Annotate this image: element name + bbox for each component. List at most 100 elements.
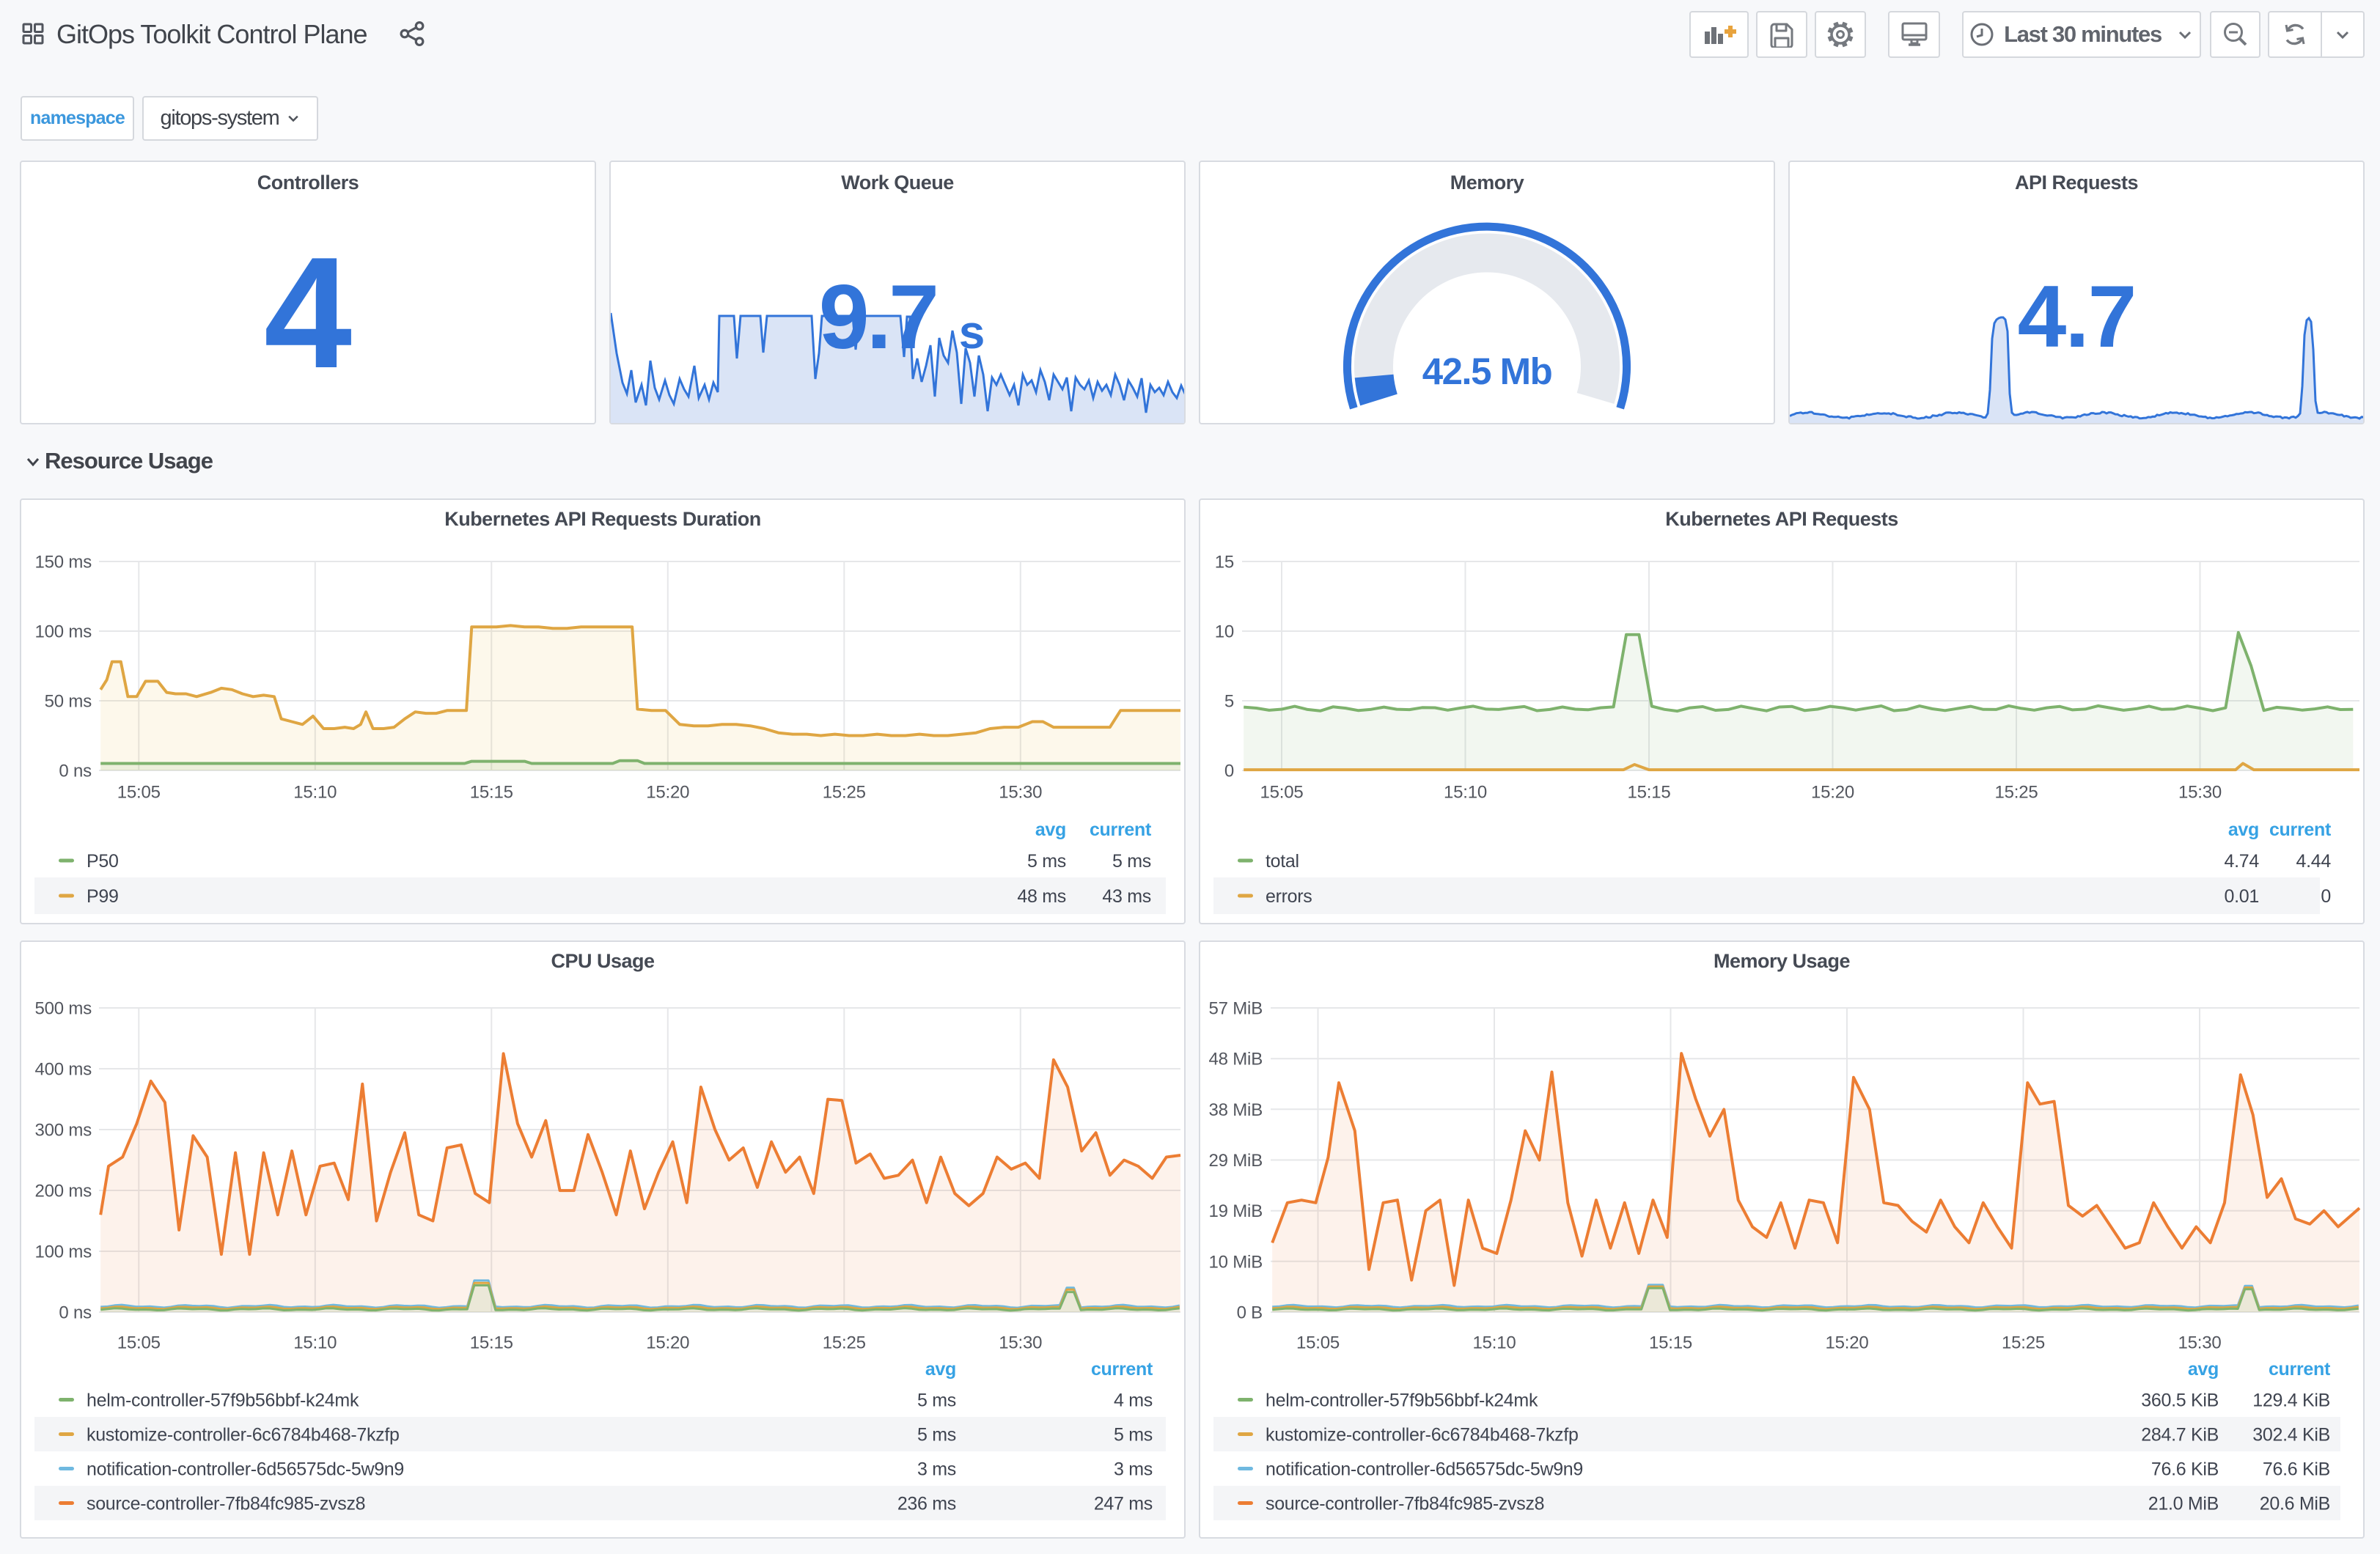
svg-text:5 ms: 5 ms — [917, 1425, 956, 1446]
svg-text:15:30: 15:30 — [999, 1333, 1042, 1353]
svg-text:kustomize-controller-6c6784b46: kustomize-controller-6c6784b468-7kzfp — [1266, 1425, 1579, 1446]
svg-text:15:20: 15:20 — [646, 783, 689, 803]
svg-text:236 ms: 236 ms — [897, 1494, 956, 1514]
svg-text:48 ms: 48 ms — [1017, 886, 1066, 907]
svg-text:4: 4 — [264, 224, 352, 401]
svg-text:current: current — [1090, 820, 1152, 840]
svg-text:15:30: 15:30 — [2178, 1333, 2221, 1353]
svg-text:42.5 Mb: 42.5 Mb — [1422, 350, 1552, 392]
svg-text:15:20: 15:20 — [646, 1333, 689, 1353]
svg-text:source-controller-7fb84fc985-z: source-controller-7fb84fc985-zvsz8 — [1266, 1494, 1544, 1514]
svg-text:P99: P99 — [87, 886, 119, 907]
svg-text:current: current — [2269, 820, 2332, 840]
svg-text:29 MiB: 29 MiB — [1209, 1151, 1263, 1171]
svg-text:0 B: 0 B — [1237, 1303, 1263, 1323]
svg-text:15:15: 15:15 — [1649, 1333, 1692, 1353]
svg-text:9.7 s: 9.7 s — [819, 267, 985, 368]
svg-text:15:10: 15:10 — [293, 1333, 337, 1353]
svg-text:15:05: 15:05 — [117, 1333, 161, 1353]
svg-text:P50: P50 — [87, 851, 119, 872]
svg-text:15:10: 15:10 — [1444, 783, 1487, 803]
svg-text:4 ms: 4 ms — [1114, 1391, 1153, 1411]
svg-text:5 ms: 5 ms — [1027, 851, 1066, 872]
svg-text:247 ms: 247 ms — [1094, 1494, 1153, 1514]
svg-text:0.01: 0.01 — [2225, 886, 2259, 907]
svg-text:current: current — [1091, 1359, 1153, 1380]
svg-text:15:05: 15:05 — [1260, 783, 1303, 803]
svg-text:avg: avg — [925, 1359, 956, 1380]
svg-text:15:15: 15:15 — [470, 783, 513, 803]
svg-text:20.6 MiB: 20.6 MiB — [2260, 1494, 2330, 1514]
svg-text:57 MiB: 57 MiB — [1209, 999, 1263, 1019]
svg-text:3 ms: 3 ms — [917, 1459, 956, 1480]
svg-text:Controllers: Controllers — [257, 172, 359, 194]
svg-text:50 ms: 50 ms — [45, 692, 92, 712]
svg-text:48 MiB: 48 MiB — [1209, 1050, 1263, 1069]
svg-text:15:05: 15:05 — [117, 783, 161, 803]
svg-text:100 ms: 100 ms — [34, 622, 92, 642]
svg-text:300 ms: 300 ms — [34, 1121, 92, 1141]
svg-text:43 ms: 43 ms — [1102, 886, 1151, 907]
svg-text:15:25: 15:25 — [2002, 1333, 2045, 1353]
svg-text:5 ms: 5 ms — [917, 1391, 956, 1411]
svg-text:0 ns: 0 ns — [59, 762, 92, 781]
svg-text:4.74: 4.74 — [2225, 851, 2260, 872]
svg-text:avg: avg — [2228, 820, 2259, 840]
svg-text:38 MiB: 38 MiB — [1209, 1100, 1263, 1120]
svg-text:15:20: 15:20 — [1825, 1333, 1868, 1353]
svg-text:200 ms: 200 ms — [34, 1182, 92, 1201]
svg-text:notification-controller-6d5657: notification-controller-6d56575dc-5w9n9 — [87, 1459, 404, 1480]
svg-text:0: 0 — [2321, 886, 2331, 907]
svg-text:100 ms: 100 ms — [34, 1242, 92, 1262]
svg-text:0 ns: 0 ns — [59, 1303, 92, 1323]
svg-text:5: 5 — [1224, 692, 1234, 712]
svg-text:15:25: 15:25 — [823, 1333, 866, 1353]
svg-text:notification-controller-6d5657: notification-controller-6d56575dc-5w9n9 — [1266, 1459, 1583, 1480]
svg-text:total: total — [1266, 851, 1299, 872]
svg-text:CPU Usage: CPU Usage — [551, 950, 655, 972]
svg-text:15:25: 15:25 — [823, 783, 866, 803]
svg-text:15:10: 15:10 — [293, 783, 337, 803]
svg-text:Kubernetes API Requests Durati: Kubernetes API Requests Duration — [444, 508, 761, 530]
svg-text:15:25: 15:25 — [1994, 783, 2038, 803]
svg-text:15:30: 15:30 — [2178, 783, 2222, 803]
svg-text:10: 10 — [1215, 622, 1234, 642]
svg-text:15:05: 15:05 — [1296, 1333, 1340, 1353]
svg-text:150 ms: 150 ms — [34, 553, 92, 572]
svg-text:Memory: Memory — [1450, 172, 1524, 194]
svg-text:source-controller-7fb84fc985-z: source-controller-7fb84fc985-zvsz8 — [87, 1494, 365, 1514]
svg-text:15:15: 15:15 — [470, 1333, 513, 1353]
svg-text:kustomize-controller-6c6784b46: kustomize-controller-6c6784b468-7kzfp — [87, 1425, 400, 1446]
svg-text:10 MiB: 10 MiB — [1209, 1252, 1263, 1272]
svg-text:500 ms: 500 ms — [34, 999, 92, 1019]
svg-text:3 ms: 3 ms — [1114, 1459, 1153, 1480]
svg-text:4.44: 4.44 — [2296, 851, 2332, 872]
svg-text:0: 0 — [1224, 762, 1234, 781]
svg-text:76.6 KiB: 76.6 KiB — [2263, 1459, 2330, 1480]
svg-text:400 ms: 400 ms — [34, 1060, 92, 1080]
svg-text:15:15: 15:15 — [1627, 783, 1670, 803]
svg-text:15:30: 15:30 — [999, 783, 1042, 803]
svg-text:360.5 KiB: 360.5 KiB — [2141, 1391, 2219, 1411]
svg-text:302.4 KiB: 302.4 KiB — [2252, 1425, 2330, 1446]
svg-text:helm-controller-57f9b56bbf-k24: helm-controller-57f9b56bbf-k24mk — [1266, 1391, 1538, 1411]
svg-text:avg: avg — [1035, 820, 1066, 840]
svg-text:129.4 KiB: 129.4 KiB — [2252, 1391, 2330, 1411]
svg-text:284.7 KiB: 284.7 KiB — [2141, 1425, 2219, 1446]
svg-text:21.0 MiB: 21.0 MiB — [2148, 1494, 2219, 1514]
svg-text:Memory Usage: Memory Usage — [1714, 950, 1851, 972]
svg-text:5 ms: 5 ms — [1114, 1425, 1153, 1446]
svg-text:errors: errors — [1266, 886, 1312, 907]
svg-text:avg: avg — [2188, 1359, 2219, 1380]
svg-text:Kubernetes API Requests: Kubernetes API Requests — [1665, 508, 1898, 530]
svg-text:15:10: 15:10 — [1472, 1333, 1516, 1353]
svg-text:15:20: 15:20 — [1811, 783, 1854, 803]
svg-text:Work Queue: Work Queue — [841, 172, 954, 194]
svg-text:76.6 KiB: 76.6 KiB — [2151, 1459, 2219, 1480]
svg-text:current: current — [2269, 1359, 2331, 1380]
svg-text:5 ms: 5 ms — [1112, 851, 1151, 872]
svg-text:19 MiB: 19 MiB — [1209, 1201, 1263, 1221]
svg-text:4.7: 4.7 — [2018, 268, 2136, 366]
svg-text:API Requests: API Requests — [2015, 172, 2138, 194]
svg-text:helm-controller-57f9b56bbf-k24: helm-controller-57f9b56bbf-k24mk — [87, 1391, 359, 1411]
